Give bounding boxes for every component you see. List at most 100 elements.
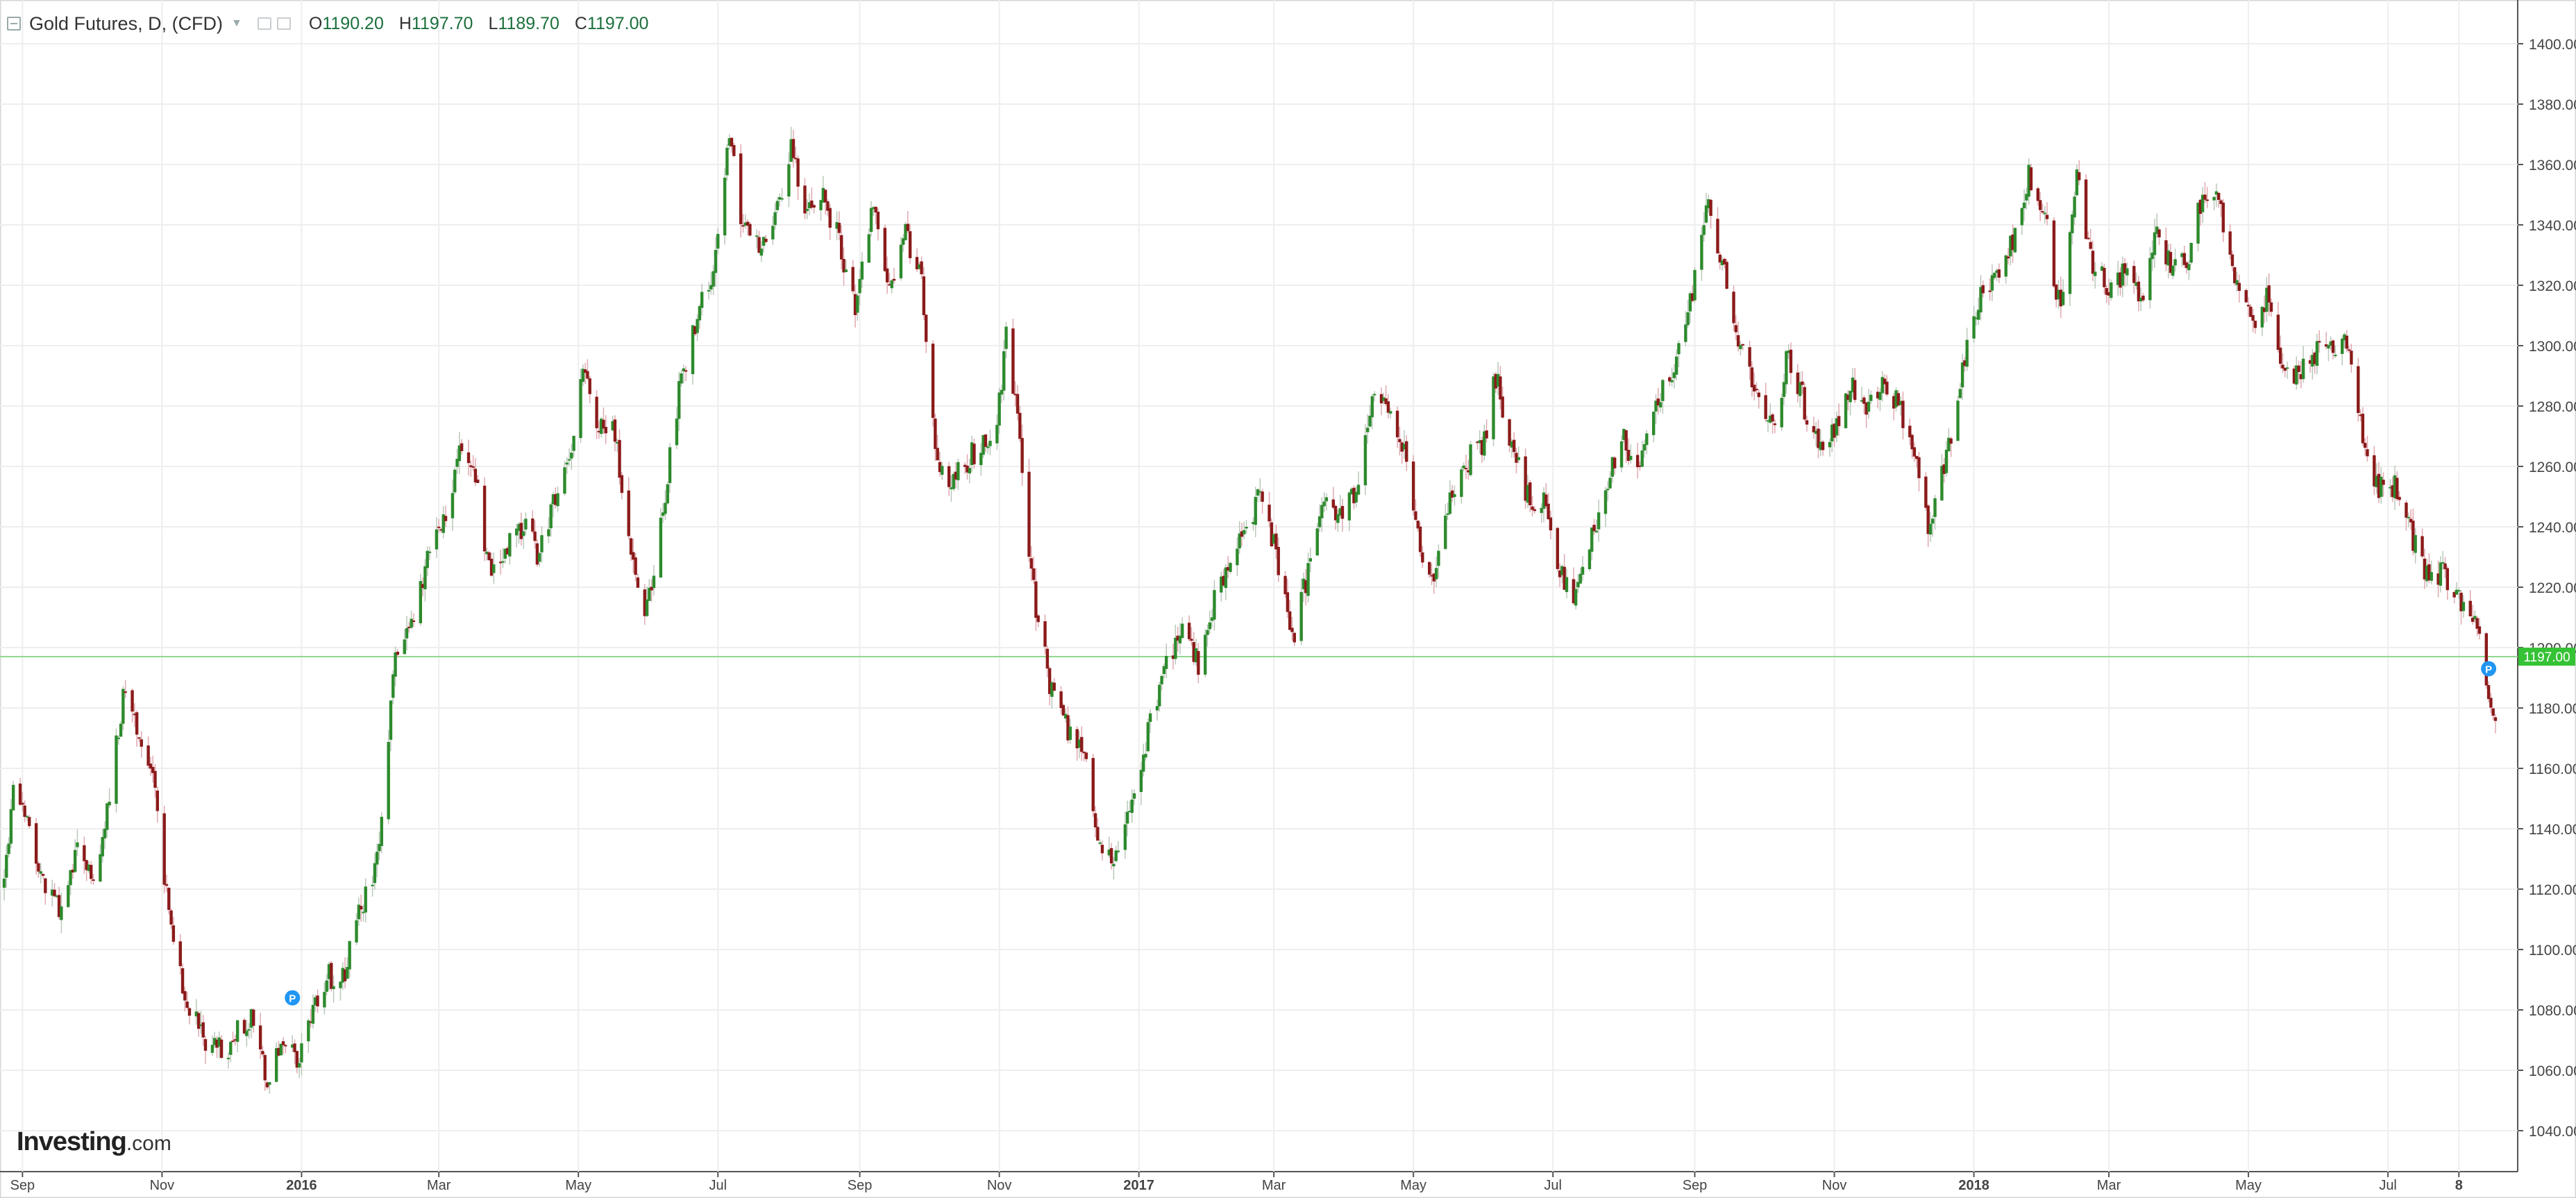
candle (1686, 299, 1690, 328)
candle-body-down (1837, 416, 1841, 426)
candle (2157, 227, 2161, 246)
candle-body-down (1773, 423, 1777, 425)
candle-body-up (759, 248, 764, 256)
candle (1354, 486, 1358, 508)
candle-body-up (1453, 493, 1456, 498)
candle-body-up (1155, 706, 1159, 711)
candle (392, 670, 395, 705)
candle (934, 413, 937, 461)
candle (362, 904, 365, 922)
candle (645, 586, 649, 617)
y-tick-label: 1060.00 (2529, 1063, 2576, 1079)
candle (1098, 839, 1102, 845)
candle-body-down (922, 276, 926, 316)
candle-body-down (823, 189, 827, 203)
low-label: L (488, 13, 498, 33)
candle (346, 956, 349, 979)
candle-body-up (807, 202, 811, 209)
chevron-down-icon[interactable]: ▼ (231, 17, 242, 29)
candle (922, 267, 926, 321)
y-tick-label: 1240.00 (2529, 520, 2576, 536)
candle-body-up (1958, 389, 1962, 398)
event-marker[interactable]: P (285, 990, 301, 1006)
event-marker-circle[interactable] (285, 990, 301, 1006)
candle (87, 861, 91, 874)
candle (1162, 663, 1166, 679)
candle (2396, 471, 2399, 502)
candle (11, 780, 15, 811)
candle-body-up (387, 741, 390, 820)
candle (1910, 433, 1914, 459)
candle (1926, 503, 1930, 548)
candle (482, 477, 487, 562)
candle-body-up (771, 226, 775, 239)
candle-body-up (213, 1038, 217, 1045)
candle-body-down (1752, 385, 1756, 391)
candle-body-down (1331, 499, 1335, 508)
candle (1656, 388, 1660, 415)
candle-body-down (2475, 618, 2479, 629)
candle-body-down (2283, 367, 2287, 371)
candle-body-up (1629, 455, 1633, 460)
candle-body-up (1590, 528, 1594, 552)
candle-body-down (1176, 635, 1179, 641)
candle-body-down (1529, 482, 1532, 505)
candle (1395, 406, 1399, 448)
candle (1642, 439, 1647, 458)
candle (796, 155, 800, 201)
candle-body-down (2445, 568, 2449, 591)
candle-body-down (2184, 262, 2189, 269)
candle-body-down (2308, 360, 2312, 364)
candle (307, 1018, 310, 1054)
candle-body-down (748, 223, 752, 236)
candle (364, 878, 367, 923)
candle-body-down (1016, 394, 1020, 414)
candle-body-up (339, 981, 342, 988)
candle-body-up (1356, 484, 1361, 495)
candle-body-down (2221, 202, 2225, 233)
candle (2327, 344, 2330, 362)
candle-body-down (149, 763, 153, 769)
candle (1464, 455, 1468, 480)
hide-icon[interactable] (276, 17, 291, 30)
candle (2297, 360, 2300, 384)
candle (1867, 388, 1871, 419)
candle (819, 200, 823, 221)
candle-body-up (348, 940, 351, 970)
candle-body-down (1499, 376, 1502, 400)
candle (1704, 192, 1708, 224)
candle-body-down (2411, 521, 2415, 551)
candle-body-down (1997, 269, 2001, 278)
event-marker[interactable]: P (2481, 661, 2497, 677)
candle (2235, 271, 2239, 292)
candle (691, 325, 695, 385)
open-value: 1190.20 (322, 13, 384, 33)
candle (2489, 693, 2493, 714)
candle-body-up (1308, 558, 1313, 562)
candle (412, 613, 416, 627)
candle-body-up (332, 986, 335, 990)
candle-body-up (419, 581, 423, 623)
event-marker-circle[interactable] (2481, 661, 2497, 677)
candle-body-up (2315, 341, 2319, 366)
candle-body-up (988, 441, 992, 446)
candle-body-up (1243, 530, 1246, 534)
candle (2363, 438, 2367, 456)
candle (794, 146, 798, 164)
candle-body-down (1908, 425, 1912, 437)
settings-icon[interactable] (257, 17, 271, 30)
symbol-title[interactable]: Gold Futures, D, (CFD) (29, 12, 224, 34)
collapse-icon[interactable] (7, 17, 21, 31)
candle-body-up (1880, 377, 1884, 394)
candle (2013, 227, 2017, 253)
candle-body-down (1066, 715, 1070, 741)
candle (2084, 174, 2088, 240)
candle (1286, 578, 1290, 618)
candle-body-up (403, 639, 406, 655)
candle (348, 940, 351, 978)
candle (2153, 219, 2157, 269)
candle (1222, 569, 1225, 587)
candle-body-down (1896, 393, 1901, 406)
